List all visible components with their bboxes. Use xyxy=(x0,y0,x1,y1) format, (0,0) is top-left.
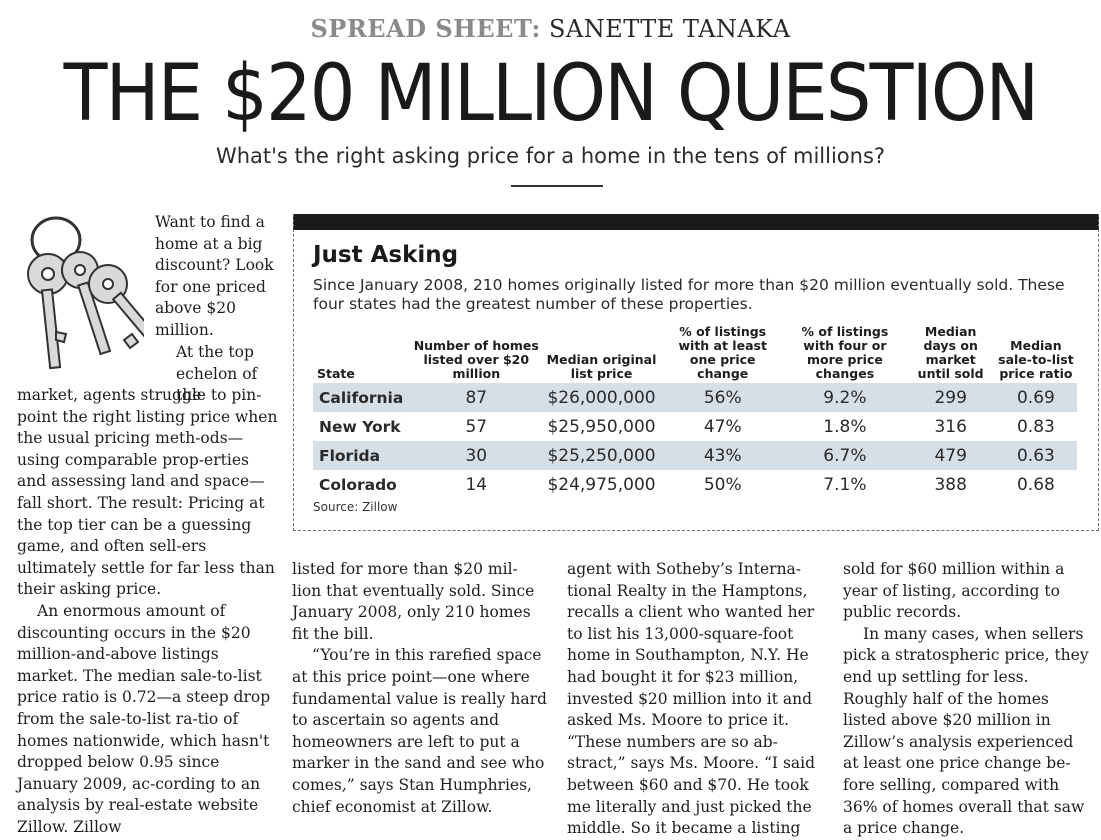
table-row: California 87 $26,000,000 56% 9.2% 299 0… xyxy=(313,383,1077,412)
cell-ratio: 0.63 xyxy=(994,441,1077,470)
cell-one-change: 47% xyxy=(703,416,742,437)
header-median-price: Median original list price xyxy=(546,352,657,381)
table-subtitle: Since January 2008, 210 homes originally… xyxy=(313,276,1065,313)
cell-days: 316 xyxy=(934,416,967,437)
article-paragraph: An enormous amount of discounting occurs… xyxy=(17,601,271,836)
data-table: State Number of homes listed over $20 mi… xyxy=(313,325,1077,499)
section-kicker: SPREAD SHEET: SANETTE TANAKA xyxy=(0,14,1101,43)
table-row: Florida 30 $25,250,000 43% 6.7% 479 0.63 xyxy=(313,441,1077,470)
cell-state: New York xyxy=(319,417,401,436)
table-box xyxy=(293,214,1099,531)
article-column-2: listed for more than $20 mil-lion that e… xyxy=(292,559,547,818)
cell-state: Florida xyxy=(313,441,412,470)
cell-median-price: $25,250,000 xyxy=(540,441,663,470)
cell-homes: 14 xyxy=(465,474,488,495)
cell-four-changes: 6.7% xyxy=(783,441,907,470)
article-paragraph: “You’re in this rarefied space at this p… xyxy=(292,646,547,816)
cell-four-changes: 9.2% xyxy=(783,383,907,412)
article-intro: Want to find a home at a big discount? L… xyxy=(155,213,274,339)
cell-ratio: 0.68 xyxy=(1016,474,1055,495)
article-paragraph: listed for more than $20 mil-lion that e… xyxy=(292,560,535,643)
headline: THE $20 MILLION QUESTION xyxy=(63,49,1040,139)
article-column-4: sold for $60 million within a year of li… xyxy=(843,559,1093,840)
cell-median-price: $25,950,000 xyxy=(547,416,656,437)
article-paragraph: agent with Sotheby’s Interna-tional Real… xyxy=(567,560,816,838)
kicker-label: SPREAD SHEET: xyxy=(310,14,541,43)
cell-state: Colorado xyxy=(319,475,397,494)
cell-state: California xyxy=(313,383,412,412)
cell-days: 299 xyxy=(906,383,995,412)
header-homes: Number of homes listed over $20 million xyxy=(413,338,539,381)
article-text: At the top echelon of the xyxy=(176,343,258,405)
cell-four-changes: 7.1% xyxy=(823,474,867,495)
cell-homes: 57 xyxy=(465,416,488,437)
table-top-bar xyxy=(293,214,1099,230)
cell-days: 388 xyxy=(934,474,967,495)
header-ratio: Median sale-to-list price ratio xyxy=(998,338,1074,381)
cell-four-changes: 1.8% xyxy=(823,416,867,437)
table-row: New York 57 $25,950,000 47% 1.8% 316 0.8… xyxy=(313,412,1077,441)
table-source: Source: Zillow xyxy=(313,500,398,514)
cell-ratio: 0.69 xyxy=(994,383,1077,412)
cell-one-change: 50% xyxy=(703,474,742,495)
table-title: Just Asking xyxy=(313,242,459,268)
cell-days: 479 xyxy=(906,441,995,470)
article-paragraph: At the top echelon of the xyxy=(176,342,280,407)
article-column-3: agent with Sotheby’s Interna-tional Real… xyxy=(567,559,825,840)
cell-one-change: 56% xyxy=(662,383,784,412)
table-row: Colorado 14 $24,975,000 50% 7.1% 388 0.6… xyxy=(313,470,1077,499)
house-keys-icon xyxy=(27,216,144,370)
header-state: State xyxy=(317,366,355,381)
header-one-change: % of listings with at least one price ch… xyxy=(678,324,767,381)
header-days: Median days on market until sold xyxy=(917,324,984,381)
cell-median-price: $24,975,000 xyxy=(547,474,656,495)
article-paragraph: sold for $60 million within a year of li… xyxy=(843,560,1065,622)
article-column-1: market, agents struggle to pin-point the… xyxy=(17,385,279,838)
header-four-changes: % of listings with four or more price ch… xyxy=(801,324,889,381)
cell-ratio: 0.83 xyxy=(1016,416,1055,437)
divider-rule xyxy=(511,185,603,187)
author-name: SANETTE TANAKA xyxy=(548,15,791,43)
article-paragraph: In many cases, when sellers pick a strat… xyxy=(843,624,1089,838)
table-header-row: State Number of homes listed over $20 mi… xyxy=(313,325,1077,383)
cell-median-price: $26,000,000 xyxy=(540,383,663,412)
cell-one-change: 43% xyxy=(662,441,784,470)
article-paragraph: market, agents struggle to pin-point the… xyxy=(17,386,278,599)
subheadline: What's the right asking price for a home… xyxy=(215,144,886,168)
cell-homes: 30 xyxy=(411,441,541,470)
cell-homes: 87 xyxy=(411,383,541,412)
